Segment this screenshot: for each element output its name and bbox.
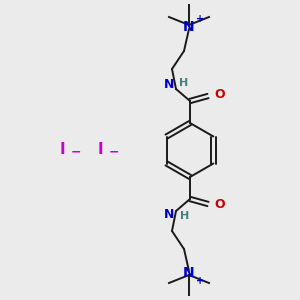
Text: N: N xyxy=(183,20,195,34)
Text: −: − xyxy=(71,146,82,158)
Text: I: I xyxy=(97,142,103,158)
Text: N: N xyxy=(183,266,195,280)
Text: O: O xyxy=(214,199,225,212)
Text: N: N xyxy=(164,208,174,221)
Text: O: O xyxy=(214,88,225,101)
Text: N: N xyxy=(164,79,174,92)
Text: H: H xyxy=(179,78,188,88)
Text: +: + xyxy=(196,276,204,286)
Text: H: H xyxy=(180,211,189,221)
Text: I: I xyxy=(59,142,65,158)
Text: −: − xyxy=(109,146,119,158)
Text: +: + xyxy=(196,14,204,24)
